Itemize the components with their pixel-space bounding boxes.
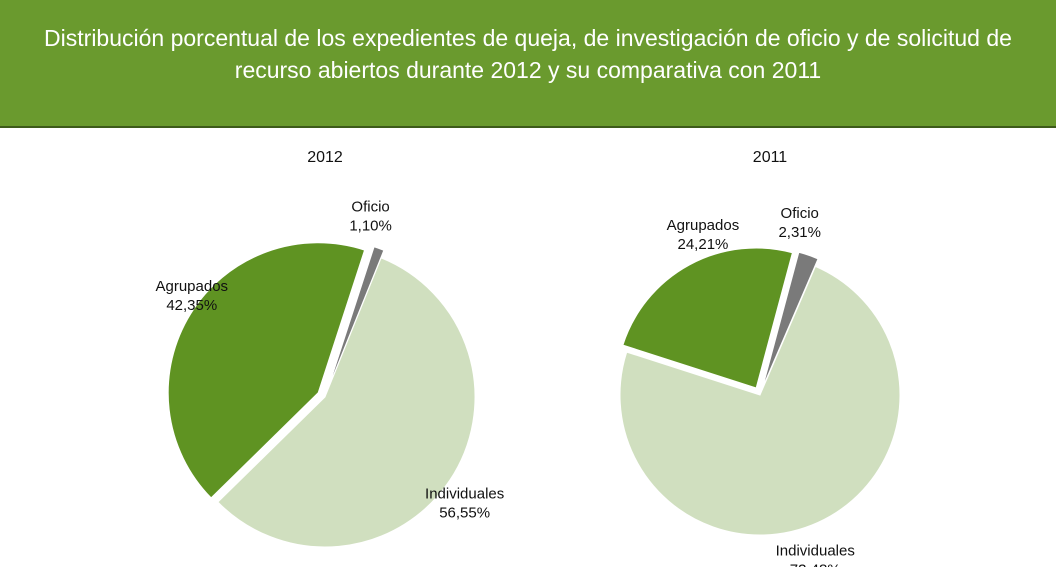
slice-value-label: 56,55% bbox=[439, 505, 490, 522]
slice-label: Individuales bbox=[776, 543, 855, 560]
slice-value-label: 2,31% bbox=[778, 224, 821, 241]
slice-value-label: 42,35% bbox=[166, 297, 217, 314]
slice-label: Individuales bbox=[425, 486, 504, 503]
header: Distribución porcentual de los expedient… bbox=[0, 0, 1056, 128]
pie-slice bbox=[622, 247, 794, 389]
pie-slice bbox=[762, 251, 819, 388]
slice-value-label: 1,10% bbox=[349, 218, 392, 235]
header-title: Distribución porcentual de los expedient… bbox=[44, 25, 1012, 83]
slice-label: Oficio bbox=[781, 205, 819, 222]
pie-slice bbox=[217, 257, 476, 548]
pie-slice bbox=[619, 265, 901, 536]
slice-label: Agrupados bbox=[667, 217, 740, 234]
slice-label: Agrupados bbox=[155, 278, 228, 295]
slice-value-label: 24,21% bbox=[678, 236, 729, 253]
pie-slice bbox=[167, 242, 366, 499]
slice-value-label: 73,48% bbox=[790, 562, 841, 567]
chart-title: 2011 bbox=[753, 149, 788, 166]
slice-label: Oficio bbox=[351, 199, 389, 216]
pie-slice bbox=[327, 246, 385, 390]
chart-title: 2012 bbox=[307, 149, 343, 166]
